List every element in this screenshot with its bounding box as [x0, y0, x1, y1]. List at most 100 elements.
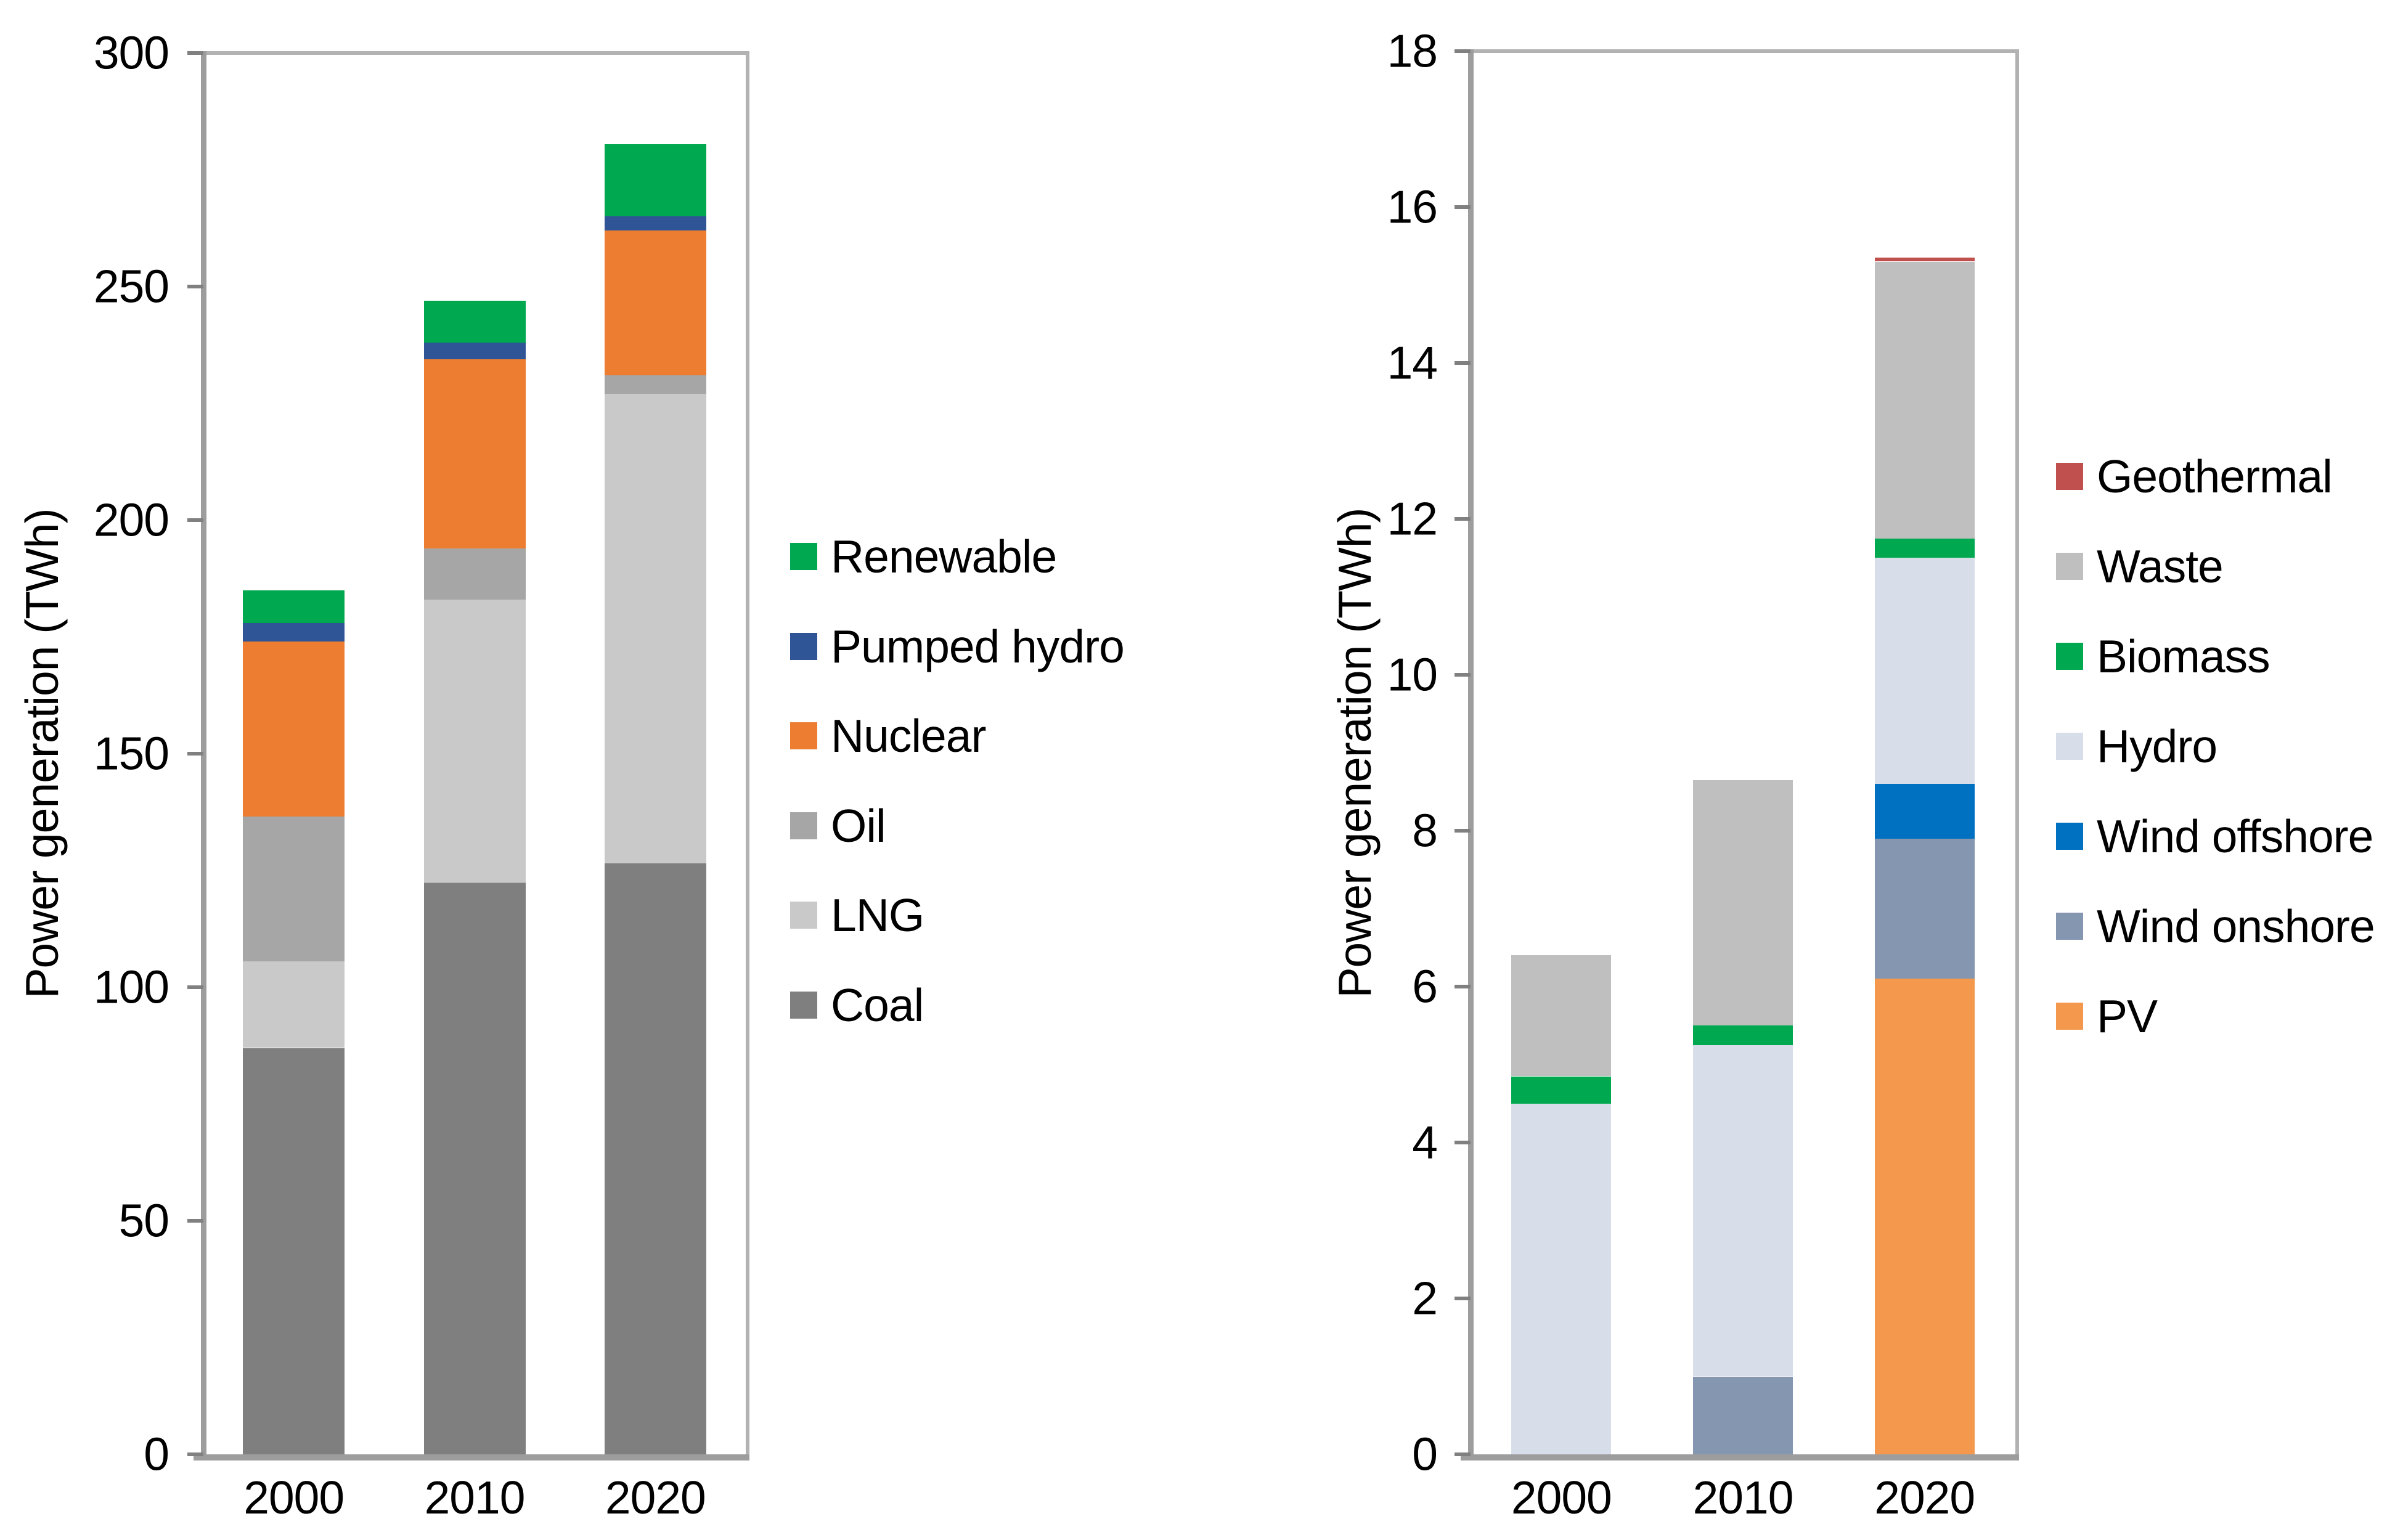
legend-label-pumped-hydro: Pumped hydro: [831, 620, 1125, 672]
legend-label-geothermal: Geothermal: [2097, 450, 2333, 502]
bar-segment-lng: [604, 394, 706, 864]
y-axis-tick: [187, 752, 203, 756]
y-axis-tick-label: 10: [1387, 648, 1438, 701]
bar-segment-wind-onshore: [1874, 838, 1975, 979]
y-axis-tick-label: 2: [1412, 1272, 1438, 1324]
y-axis-tick-label: 6: [1412, 960, 1438, 1012]
bar-segment-coal: [243, 1048, 345, 1454]
y-axis-line: [1468, 49, 1474, 1457]
y-axis-tick: [187, 985, 203, 989]
y-axis-tick-label: 100: [93, 961, 169, 1013]
y-axis-tick: [1455, 49, 1471, 53]
x-axis-category-label: 2020: [1874, 1472, 1975, 1523]
bar-segment-renewable: [243, 590, 345, 623]
x-axis-category-label: 2020: [605, 1472, 706, 1523]
bar-segment-oil: [243, 817, 345, 962]
y-axis-tick: [1455, 1297, 1471, 1300]
y-axis-tick-label: 150: [93, 727, 169, 780]
plot-frame-right: [746, 51, 749, 1456]
bar-segment-oil: [604, 375, 706, 394]
y-axis-tick: [1455, 1452, 1471, 1456]
bar-segment-pv: [1874, 979, 1975, 1454]
y-axis-tick: [1455, 673, 1471, 677]
x-axis-category-label: 2010: [424, 1472, 526, 1523]
bar-segment-renewable: [604, 144, 706, 217]
legend-label-hydro: Hydro: [2097, 720, 2218, 772]
y-axis-tick-label: 4: [1412, 1116, 1438, 1168]
legend-swatch-coal: [790, 991, 817, 1019]
legend-label-wind-onshore: Wind onshore: [2097, 900, 2375, 952]
x-axis-line: [194, 1454, 749, 1461]
plot-frame-top: [1471, 49, 2019, 53]
legend-label-lng: LNG: [831, 889, 924, 941]
bar-segment-lng: [423, 599, 526, 882]
legend-swatch-hydro: [2056, 733, 2083, 760]
y-axis-title: Power generation (TWh): [16, 508, 68, 999]
y-axis-tick: [187, 518, 203, 522]
y-axis-tick: [1455, 1141, 1471, 1144]
y-axis-tick-label: 200: [93, 494, 169, 546]
legend-label-biomass: Biomass: [2097, 630, 2271, 682]
legend-label-pv: PV: [2097, 990, 2158, 1042]
bar-segment-pumped-hydro: [423, 343, 526, 359]
y-axis-tick-label: 0: [1412, 1428, 1438, 1480]
legend-swatch-wind-offshore: [2056, 823, 2083, 850]
bar-segment-pumped-hydro: [604, 216, 706, 230]
legend-swatch-waste: [2056, 553, 2083, 580]
legend-swatch-geothermal: [2056, 463, 2083, 490]
legend-swatch-oil: [790, 812, 817, 839]
legend-swatch-pumped-hydro: [790, 632, 817, 660]
y-axis-tick: [187, 1219, 203, 1223]
y-axis-tick: [1455, 985, 1471, 988]
legend-label-coal: Coal: [831, 979, 924, 1031]
y-axis-tick-label: 16: [1387, 181, 1438, 233]
bar-segment-coal: [423, 882, 526, 1454]
y-axis-tick-label: 250: [93, 260, 169, 312]
x-axis-category-label: 2010: [1692, 1472, 1794, 1523]
bar-segment-lng: [243, 961, 345, 1048]
y-axis-tick: [187, 285, 203, 288]
bar-segment-nuclear: [423, 359, 526, 548]
y-axis-title: Power generation (TWh): [1329, 508, 1381, 998]
legend-swatch-lng: [790, 902, 817, 929]
y-axis-tick-label: 8: [1412, 804, 1438, 857]
bar-segment-biomass: [1874, 538, 1975, 558]
bar-segment-hydro: [1874, 558, 1975, 784]
y-axis-tick: [1455, 205, 1471, 209]
legend-label-waste: Waste: [2097, 540, 2224, 592]
legend-swatch-pv: [2056, 1003, 2083, 1030]
bar-segment-nuclear: [604, 230, 706, 375]
bar-segment-coal: [604, 863, 706, 1454]
y-axis-tick-label: 12: [1387, 492, 1438, 545]
bar-segment-wind-offshore: [1874, 784, 1975, 839]
bar-segment-waste: [1511, 955, 1612, 1077]
legend-label-nuclear: Nuclear: [831, 710, 986, 762]
y-axis-tick: [1455, 829, 1471, 833]
y-axis-tick: [187, 51, 203, 55]
legend-swatch-biomass: [2056, 643, 2083, 670]
x-axis-category-label: 2000: [243, 1472, 345, 1523]
bar-segment-hydro: [1693, 1045, 1793, 1377]
bar-segment-biomass: [1693, 1025, 1793, 1045]
bar-segment-pumped-hydro: [243, 622, 345, 642]
legend-swatch-wind-onshore: [2056, 913, 2083, 940]
y-axis-tick: [1455, 361, 1471, 365]
legend-label-renewable: Renewable: [831, 531, 1057, 582]
bar-segment-geothermal: [1874, 258, 1975, 262]
x-axis-line: [1461, 1454, 2019, 1461]
legend-swatch-nuclear: [790, 722, 817, 749]
bar-segment-wind-onshore: [1693, 1376, 1793, 1454]
x-axis-category-label: 2000: [1511, 1472, 1612, 1523]
plot-frame-right: [2015, 49, 2019, 1456]
legend-swatch-renewable: [790, 543, 817, 570]
plot-frame-top: [203, 51, 749, 55]
bar-segment-renewable: [423, 300, 526, 343]
legend-label-oil: Oil: [831, 799, 886, 852]
bar-segment-nuclear: [243, 642, 345, 817]
bar-segment-waste: [1693, 780, 1793, 1026]
y-axis-tick: [187, 1452, 203, 1456]
legend-label-wind-offshore: Wind offshore: [2097, 810, 2373, 862]
y-axis-tick-label: 18: [1387, 25, 1438, 77]
y-axis-line: [201, 51, 206, 1457]
